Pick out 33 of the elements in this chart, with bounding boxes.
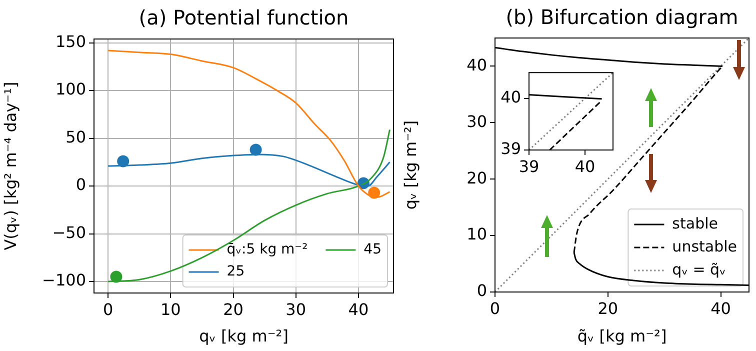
- y-tick-label: 40: [466, 55, 487, 74]
- legend-label: q̄ᵥ:5 kg m⁻²: [226, 242, 308, 258]
- y-axis-title: V(qᵥ) [kg² m⁻⁴ day⁻¹]: [0, 82, 20, 250]
- y-tick-label: 10: [466, 224, 487, 244]
- y-tick-label: 150: [55, 32, 86, 51]
- y-tick-label: 0: [76, 175, 86, 194]
- line-series: [107, 50, 390, 198]
- x-tick-label: 10: [160, 300, 181, 319]
- x-tick-label: 0: [102, 300, 114, 319]
- y-tick-label: −50: [52, 222, 86, 242]
- y-tick-label: −100: [42, 270, 86, 290]
- x-tick-label: 20: [223, 300, 244, 319]
- legend-label: 45: [364, 242, 382, 258]
- y-tick-label: 50: [66, 127, 86, 146]
- point: [250, 144, 262, 156]
- legend-label: stable: [672, 214, 718, 232]
- x-tick-label: 40: [348, 300, 369, 319]
- legend-label: 25: [226, 264, 245, 280]
- x-tick-label: 20: [598, 298, 618, 318]
- legend-label: unstable: [672, 237, 738, 256]
- y-axis-title: qᵥ [kg m⁻²]: [400, 120, 420, 210]
- x-tick-label: 30: [286, 300, 306, 319]
- x-tick-label: 40: [710, 298, 731, 318]
- legend-label: qᵥ = q̃ᵥ: [672, 260, 726, 278]
- chart-title: (a) Potential function: [138, 6, 349, 30]
- chart-title: (b) Bifurcation diagram: [506, 5, 738, 30]
- y-tick-label: 0: [476, 281, 487, 300]
- line-series: [107, 128, 390, 282]
- point: [117, 155, 130, 168]
- y-tick-label: 30: [466, 112, 487, 131]
- x-axis-title: q̃ᵥ [kg m⁻²]: [577, 326, 667, 346]
- y-tick-label: 100: [55, 80, 86, 99]
- x-axis-title: qᵥ [kg m⁻²]: [199, 326, 288, 346]
